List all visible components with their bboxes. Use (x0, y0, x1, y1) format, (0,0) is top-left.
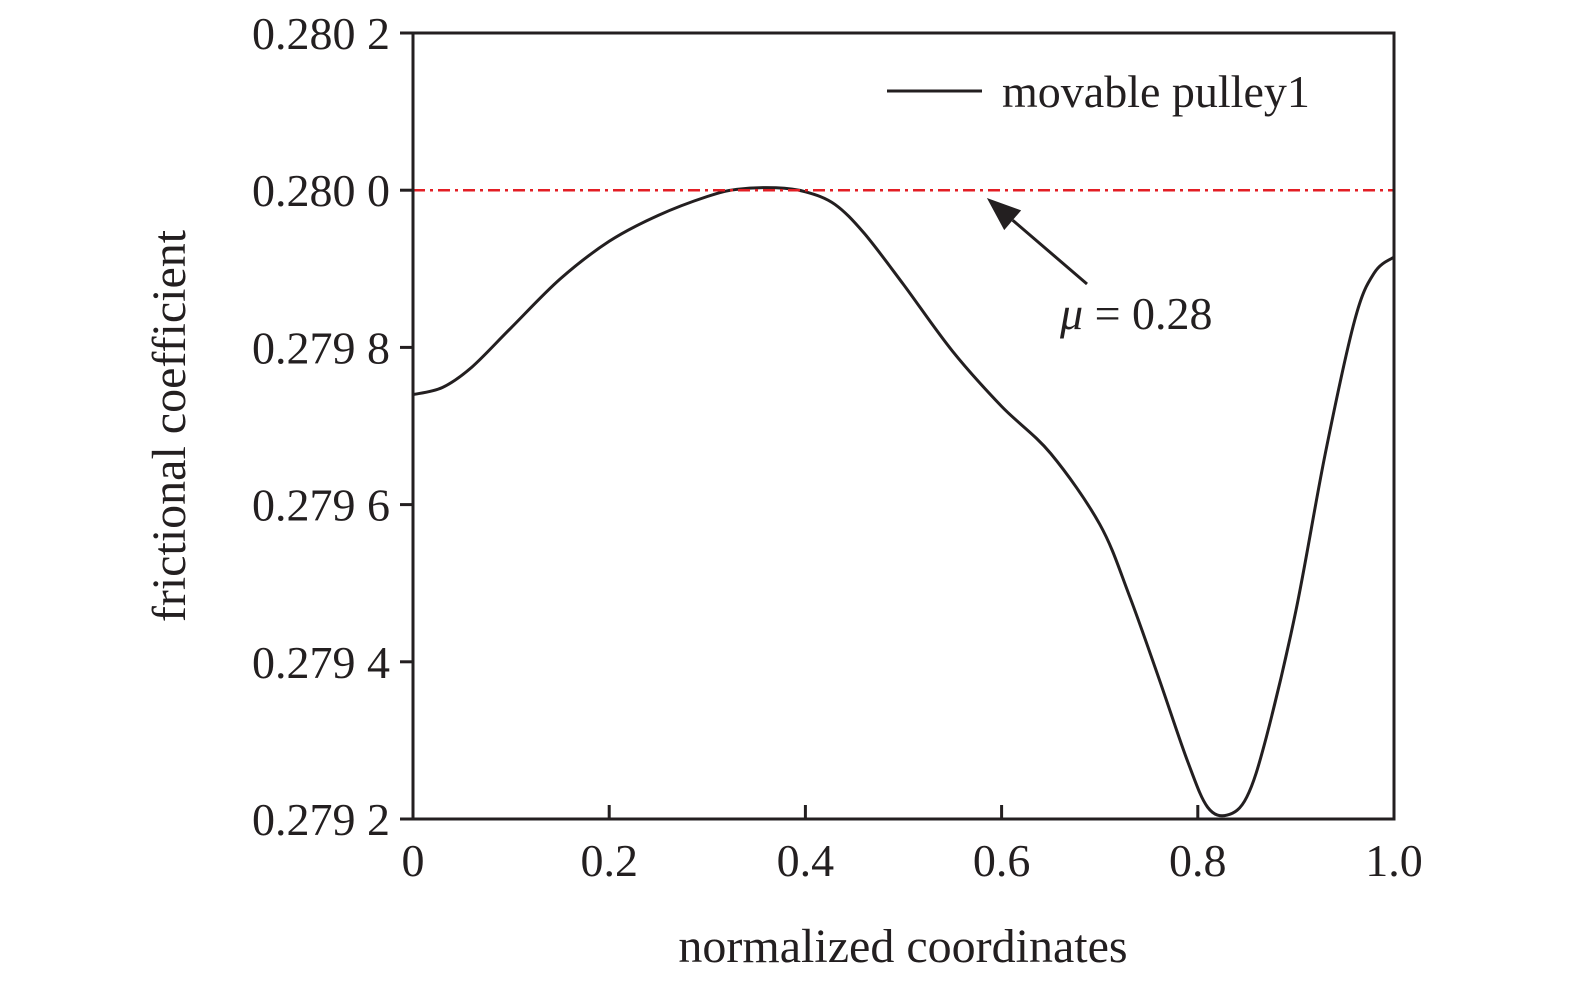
x-tick-label: 0.6 (973, 835, 1031, 886)
y-tick-label: 0.280 2 (252, 8, 390, 59)
y-tick-label: 0.279 4 (252, 637, 390, 688)
annotation-arrow-shaft (1011, 219, 1088, 286)
legend: movable pulley1 (887, 66, 1310, 117)
x-axis-title: normalized coordinates (678, 920, 1127, 973)
plot-frame (411, 31, 1396, 821)
x-tick-label: 0.4 (777, 835, 835, 886)
x-tick-label: 1.0 (1365, 835, 1423, 886)
y-tick-label: 0.279 2 (252, 794, 390, 845)
y-axis-ticks: 0.279 2 0.279 4 0.279 6 0.279 8 0.280 0 0.280… (252, 8, 413, 845)
x-tick-label: 0 (402, 835, 425, 886)
annotation-label: μ = 0.28 (1059, 288, 1213, 339)
annotations: μ = 0.28 (986, 198, 1213, 339)
x-tick-label: 0.8 (1169, 835, 1227, 886)
y-tick-label: 0.280 0 (252, 165, 390, 216)
plot-curves (412, 186, 1395, 818)
x-tick-label: 0.2 (580, 835, 638, 886)
legend-label-movable-pulley1: movable pulley1 (1002, 66, 1310, 117)
x-axis-ticks: 0 0.2 0.4 0.6 0.8 1.0 (402, 805, 1423, 886)
y-tick-label: 0.279 8 (252, 322, 390, 373)
y-tick-label: 0.279 6 (252, 480, 390, 531)
annotation-arrow-head (986, 198, 1022, 231)
y-axis-title: frictional coefficient (143, 229, 196, 622)
series-line-movable-pulley1 (412, 186, 1395, 818)
